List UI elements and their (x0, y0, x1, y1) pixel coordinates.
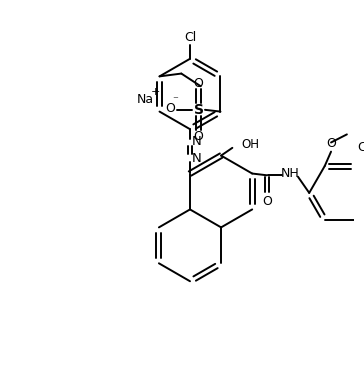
Text: N: N (192, 151, 202, 165)
Text: S: S (194, 103, 204, 117)
Text: O: O (166, 102, 175, 115)
Text: ⁻: ⁻ (173, 95, 178, 105)
Text: O: O (326, 137, 336, 150)
Text: N: N (192, 135, 202, 148)
Text: Na: Na (136, 93, 154, 106)
Text: O: O (194, 76, 203, 89)
Text: Cl: Cl (357, 141, 364, 154)
Text: +: + (150, 87, 160, 97)
Text: Cl: Cl (184, 31, 196, 44)
Text: O: O (262, 195, 272, 208)
Text: O: O (194, 130, 203, 143)
Text: NH: NH (281, 167, 300, 180)
Text: OH: OH (241, 138, 260, 151)
